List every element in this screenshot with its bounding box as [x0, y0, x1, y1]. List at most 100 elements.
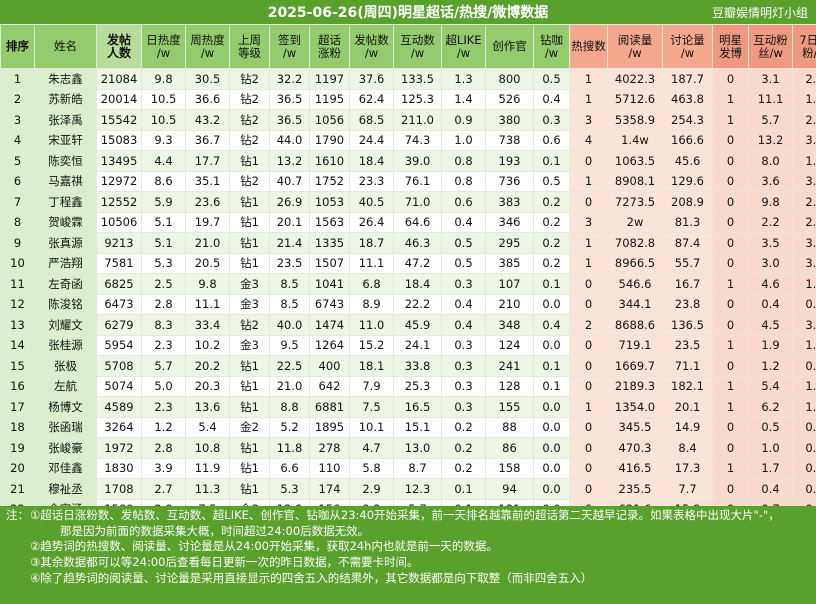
cell-interaction-fans: 0.5 [748, 416, 793, 438]
col-creators: 创作官 [485, 24, 534, 69]
cell-star-posts: 0 [712, 150, 749, 172]
cell-posts-total: 7581 [96, 252, 142, 274]
cell-discussions: 55.7 [662, 252, 713, 274]
cell-name: 宋亚轩 [34, 129, 97, 151]
cell-discussions: 23.5 [662, 334, 713, 356]
cell-level: 金2 [229, 416, 270, 438]
cell-daily-heat: 10.5 [141, 88, 186, 110]
title-bar: 2025-06-26(周四)明星超话/热搜/微博数据 豆瓣娱情明灯小组 [0, 0, 816, 24]
cell-super-like: 0.4 [441, 293, 486, 315]
cell-reads: 2189.3 [607, 375, 663, 397]
cell-reads: 719.1 [607, 334, 663, 356]
cell-diamond: 0.4 [533, 314, 570, 336]
cell-interactions: 18.4 [393, 273, 442, 295]
table-row: 5 陈奕恒 13495 4.4 17.7 钻1 13.2 1610 18.4 39.0 0.8 193… [0, 150, 816, 172]
cell-post-count: 11.0 [349, 314, 394, 336]
data-table: 排序 姓名 发帖 人数 日热度 /w 周热度 /w 上周 等级 签到 /w 超话… [0, 24, 816, 520]
cell-daily-heat: 8.3 [141, 314, 186, 336]
cell-super-like: 0.3 [441, 375, 486, 397]
cell-weekly-heat: 36.6 [185, 88, 230, 110]
table-row: 4 宋亚轩 15083 9.3 36.7 钻2 44.0 1790 24.4 74.3 1.0 738… [0, 129, 816, 151]
col-checkin: 签到 /w [269, 24, 310, 69]
cell-post-count: 18.7 [349, 232, 394, 254]
cell-weekly-heat: 10.2 [185, 334, 230, 356]
cell-checkin: 6.6 [269, 457, 310, 479]
col-hot-search: 热搜数 [569, 24, 608, 69]
cell-super-like: 0.8 [441, 150, 486, 172]
cell-interaction-fans: 13.2 [748, 129, 793, 151]
cell-interaction-fans: 3.5 [748, 232, 793, 254]
cell-level: 金3 [229, 273, 270, 295]
cell-super-like: 0.1 [441, 478, 486, 500]
cell-daily-heat: 9.8 [141, 68, 186, 90]
cell-name: 朱志鑫 [34, 68, 97, 90]
cell-seven-day-fans: 0.6 [792, 416, 816, 438]
cell-discussions: 16.7 [662, 273, 713, 295]
cell-creators: 86 [485, 437, 534, 459]
cell-fans-gain: 174 [309, 478, 350, 500]
cell-reads: 1.4w [607, 129, 663, 151]
cell-discussions: 8.4 [662, 437, 713, 459]
cell-creators: 738 [485, 129, 534, 151]
cell-diamond: 0.1 [533, 375, 570, 397]
cell-checkin: 11.8 [269, 437, 310, 459]
col-name: 姓名 [34, 24, 97, 69]
cell-name: 苏新皓 [34, 88, 97, 110]
cell-creators: 88 [485, 416, 534, 438]
cell-hot-search: 1 [569, 232, 608, 254]
cell-rank: 13 [0, 314, 35, 336]
cell-daily-heat: 2.3 [141, 396, 186, 418]
cell-creators: 158 [485, 457, 534, 479]
cell-discussions: 81.3 [662, 211, 713, 233]
table-row: 11 左奇函 6825 2.5 9.8 金3 8.5 1041 6.8 18.4 0.3 107 0.1… [0, 273, 816, 295]
table-row: 10 严浩翔 7581 5.3 20.5 钻1 23.5 1507 11.1 47.2 0.5 385… [0, 252, 816, 274]
cell-checkin: 44.0 [269, 129, 310, 151]
cell-post-count: 4.7 [349, 437, 394, 459]
cell-checkin: 9.5 [269, 334, 310, 356]
cell-rank: 6 [0, 170, 35, 192]
cell-interaction-fans: 1.9 [748, 334, 793, 356]
cell-post-count: 24.4 [349, 129, 394, 151]
cell-weekly-heat: 5.4 [185, 416, 230, 438]
cell-weekly-heat: 43.2 [185, 109, 230, 131]
table-row: 20 邓佳鑫 1830 3.9 11.9 钻1 6.6 110 5.8 8.7 0.2 158 0.0 0… [0, 457, 816, 479]
cell-fans-gain: 642 [309, 375, 350, 397]
cell-level: 钻1 [229, 191, 270, 213]
cell-checkin: 21.0 [269, 375, 310, 397]
table-row: 7 丁程鑫 12552 5.9 23.6 钻1 26.9 1053 40.5 71.0 0.6 383… [0, 191, 816, 213]
cell-posts-total: 12552 [96, 191, 142, 213]
cell-post-count: 37.6 [349, 68, 394, 90]
col-star-posts: 明星 发博 [712, 24, 749, 69]
cell-seven-day-fans: 1.2 [792, 375, 816, 397]
cell-diamond: 0.0 [533, 437, 570, 459]
cell-posts-total: 10506 [96, 211, 142, 233]
cell-daily-heat: 2.3 [141, 334, 186, 356]
cell-rank: 18 [0, 416, 35, 438]
table-body: 1 朱志鑫 21084 9.8 30.5 钻2 32.2 1197 37.6 133.5 1.3 80… [0, 68, 816, 520]
cell-interactions: 76.1 [393, 170, 442, 192]
cell-daily-heat: 4.4 [141, 150, 186, 172]
cell-hot-search: 0 [569, 478, 608, 500]
cell-discussions: 463.8 [662, 88, 713, 110]
table-row: 19 张峻豪 1972 2.8 10.8 钻1 11.8 278 4.7 13.0 0.2 86 0.0… [0, 437, 816, 459]
cell-interaction-fans: 4.5 [748, 314, 793, 336]
cell-super-like: 0.3 [441, 355, 486, 377]
cell-name: 张峻豪 [34, 437, 97, 459]
cell-posts-total: 6473 [96, 293, 142, 315]
cell-posts-total: 13495 [96, 150, 142, 172]
cell-star-posts: 1 [712, 375, 749, 397]
cell-interactions: 33.8 [393, 355, 442, 377]
cell-fans-gain: 278 [309, 437, 350, 459]
cell-weekly-heat: 20.2 [185, 355, 230, 377]
cell-reads: 8908.1 [607, 170, 663, 192]
cell-diamond: 0.0 [533, 457, 570, 479]
cell-post-count: 15.2 [349, 334, 394, 356]
cell-creators: 107 [485, 273, 534, 295]
cell-star-posts: 0 [712, 232, 749, 254]
col-last-week-level: 上周 等级 [229, 24, 270, 69]
cell-super-like: 0.2 [441, 457, 486, 479]
cell-interactions: 25.3 [393, 375, 442, 397]
cell-daily-heat: 5.1 [141, 232, 186, 254]
cell-weekly-heat: 33.4 [185, 314, 230, 336]
cell-reads: 8688.6 [607, 314, 663, 336]
